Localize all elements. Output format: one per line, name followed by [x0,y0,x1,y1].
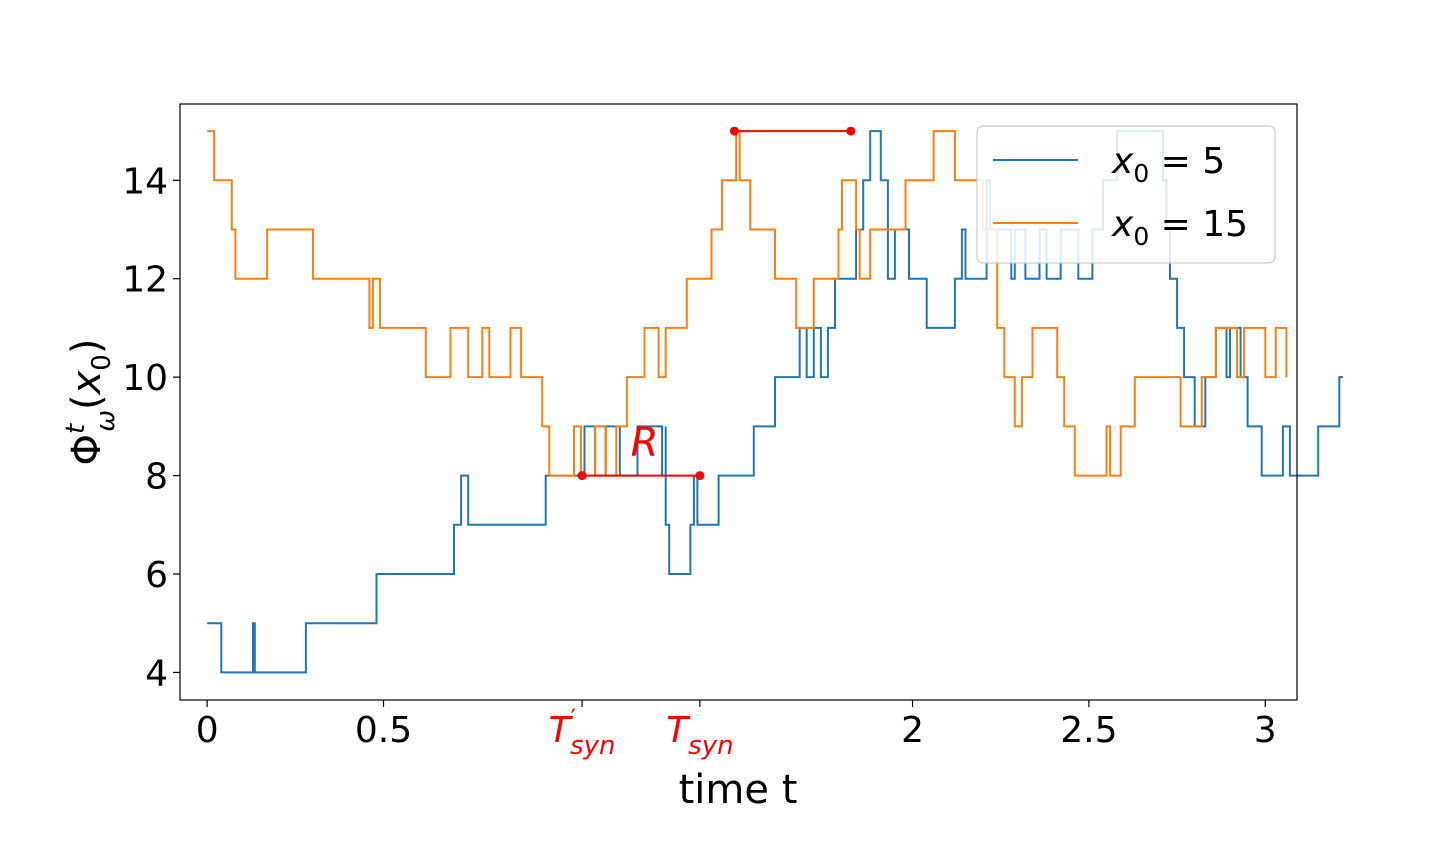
x-tick-label: T′ syn [549,704,616,761]
x-axis: 0 0.5 T′ syn Tsyn 2 2.5 3 [196,700,1277,761]
y-tick-label: 10 [122,358,168,399]
y-tick-label: 8 [145,457,168,498]
annotation-marker [577,471,587,481]
y-axis-label: Φtω(x0) [61,339,121,466]
x-tick-label: 2.5 [1060,710,1117,751]
x-tick-label: 3 [1254,710,1277,751]
plot-frame [179,103,1298,701]
y-tick-label: 6 [145,555,168,596]
x-tick-label: 0.5 [355,710,412,751]
annotation-marker [695,471,705,481]
series-line-1 [207,130,1288,477]
annotation-label: R [631,420,659,466]
y-tick-label: 12 [122,260,168,301]
x-tick-label: 2 [901,710,924,751]
x-tick-label: 0 [196,710,219,751]
annotation-marker [846,126,856,136]
y-tick-label: 14 [122,161,168,202]
legend-label-1: x0 = 15 [1111,204,1248,251]
y-axis-label-group: Φtω(x0) [61,339,121,466]
y-axis: 4 6 8 10 12 14 [122,161,180,694]
legend-label-0: x0 = 5 [1111,141,1225,188]
x-axis-label: time t [679,767,798,813]
x-tick-label: Tsyn [666,710,733,761]
y-tick-label: 4 [145,653,168,694]
legend: x0 = 5 x0 = 15 [976,125,1276,264]
series-layer [207,130,1343,674]
annotation-layer: R [577,126,856,481]
annotation-marker [729,126,739,136]
